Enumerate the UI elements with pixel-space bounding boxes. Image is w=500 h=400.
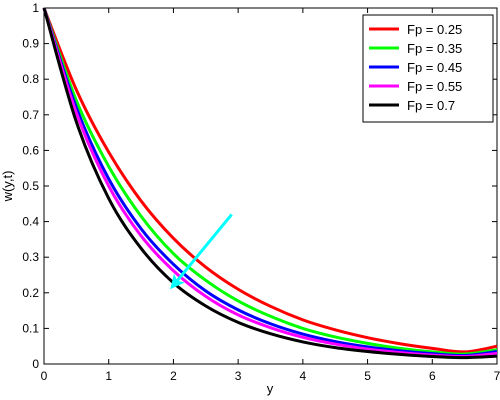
axis-ticks [43, 7, 498, 365]
trend-arrow [170, 213, 233, 290]
y-tick-label: 1 [32, 1, 39, 15]
x-tick-label: 1 [105, 369, 112, 383]
axis-tick-labels: 0 1 2 3 4 5 6 7 0 0.1 0.2 0.3 0.4 0.5 0.6 0.7 0.8 0.9 1 [22, 1, 500, 383]
y-axis-label: w(y,t) [0, 171, 15, 203]
y-tick-label: 0.4 [22, 215, 39, 229]
series-line-4 [42, 7, 498, 360]
x-axis-label: y [267, 381, 274, 396]
x-tick-label: 5 [364, 369, 371, 383]
series-line-2 [42, 7, 498, 358]
y-tick-label: 0.7 [22, 108, 39, 122]
series-lines [42, 7, 498, 360]
y-tick-label: 0.2 [22, 286, 39, 300]
legend: Fp = 0.25 Fp = 0.35 Fp = 0.45 Fp = 0.55 Fp =… [362, 14, 494, 123]
x-tick-label: 2 [170, 369, 177, 383]
y-tick-label: 0.5 [22, 179, 39, 193]
y-tick-label: 0 [32, 357, 39, 371]
arrow-shaft [176, 213, 233, 282]
y-tick-label: 0.9 [22, 37, 39, 51]
arrow-head [170, 273, 185, 290]
series-line-3 [42, 7, 498, 359]
x-tick-label: 6 [429, 369, 436, 383]
x-tick-label: 0 [41, 369, 48, 383]
x-tick-label: 4 [300, 369, 307, 383]
y-tick-label: 0.1 [22, 321, 39, 335]
y-tick-label: 0.3 [22, 250, 39, 264]
legend-label-1: Fp = 0.35 [407, 41, 462, 56]
legend-label-0: Fp = 0.25 [407, 22, 462, 37]
series-line-0 [42, 7, 498, 354]
x-tick-label: 7 [494, 369, 500, 383]
legend-label-3: Fp = 0.55 [407, 79, 462, 94]
x-tick-label: 3 [235, 369, 242, 383]
y-tick-label: 0.8 [22, 72, 39, 86]
y-tick-label: 0.6 [22, 143, 39, 157]
legend-label-2: Fp = 0.45 [407, 60, 462, 75]
series-line-1 [42, 7, 498, 356]
legend-label-4: Fp = 0.7 [407, 98, 455, 113]
